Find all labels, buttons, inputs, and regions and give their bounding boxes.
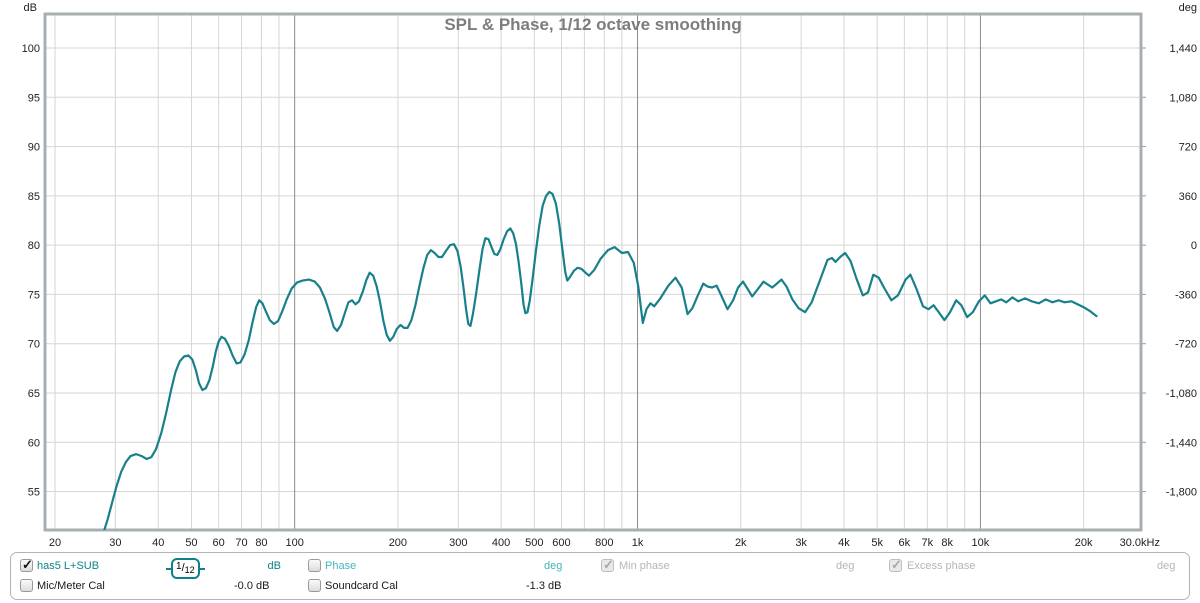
x-axis-tick-label: 20k	[1075, 537, 1093, 549]
left-axis-tick-label: 60	[28, 437, 40, 449]
x-axis-tick-label: 800	[595, 537, 613, 549]
x-axis-tick-label: 200	[389, 537, 407, 549]
mic-cal-label[interactable]: Mic/Meter Cal	[37, 580, 105, 592]
right-axis-tick-label: -720	[1175, 339, 1197, 351]
badge-right-dash	[199, 567, 205, 570]
x-axis-tick-label: 7k	[921, 537, 933, 549]
right-axis-tick-label: 1,440	[1169, 43, 1197, 55]
x-axis-tick-label: 3k	[795, 537, 807, 549]
x-axis-tick-label: 50	[185, 537, 197, 549]
min-phase-unit: deg	[836, 560, 855, 572]
soundcard-cal-label[interactable]: Soundcard Cal	[325, 580, 398, 592]
x-axis-tick-label: 2k	[735, 537, 747, 549]
right-axis-tick-label: -1,440	[1166, 437, 1197, 449]
plot-frame	[43, 12, 1143, 532]
right-axis-tick-label: 0	[1191, 240, 1197, 252]
excess-phase-unit: deg	[1157, 560, 1176, 572]
x-axis-tick-label: 10k	[972, 537, 990, 549]
left-axis-tick-label: 65	[28, 388, 40, 400]
phase-label[interactable]: Phase	[325, 560, 357, 572]
left-axis-tick-label: 70	[28, 339, 40, 351]
x-axis-tick-label: 20	[49, 537, 61, 549]
right-axis-unit-label: deg	[1179, 2, 1197, 14]
measurement-checkbox[interactable]	[20, 557, 33, 573]
x-axis-tick-label: 100	[285, 537, 303, 549]
x-axis-tick-label: 4k	[838, 537, 850, 549]
smoothing-denominator: 12	[184, 565, 195, 575]
x-axis-tick-label: 1k	[632, 537, 644, 549]
left-axis-tick-label: 75	[28, 289, 40, 301]
left-axis-tick-label: 95	[28, 92, 40, 104]
left-axis-tick-label: 80	[28, 240, 40, 252]
x-axis-tick-label: 80	[255, 537, 267, 549]
x-axis-tick-label: 8k	[941, 537, 953, 549]
right-axis-tick-label: -360	[1175, 289, 1197, 301]
right-axis-tick-label: 1,080	[1169, 92, 1197, 104]
x-axis-tick-label: 500	[525, 537, 543, 549]
x-axis-tick-label: 5k	[871, 537, 883, 549]
excess-phase-label: Excess phase	[907, 560, 976, 572]
x-axis-tick-label: 40	[152, 537, 164, 549]
left-axis-tick-label: 55	[28, 487, 40, 499]
smoothing-numerator: 1	[176, 561, 182, 572]
badge-left-dash	[166, 567, 171, 570]
smoothing-slash: /	[181, 562, 185, 574]
legend-panel: has5 L+SUB 1/12 dB Phase deg Min phase d…	[10, 552, 1190, 600]
x-axis-tick-label: 6k	[899, 537, 911, 549]
measurement-label[interactable]: has5 L+SUB	[37, 560, 100, 572]
x-axis-tick-label: 30	[109, 537, 121, 549]
x-axis-tick-label: 300	[449, 537, 467, 549]
spl-trace	[103, 190, 1098, 530]
phase-checkbox[interactable]	[308, 559, 321, 572]
right-axis-tick-label: 360	[1179, 191, 1197, 203]
mic-cal-checkbox[interactable]	[20, 579, 33, 592]
left-axis-tick-label: 85	[28, 191, 40, 203]
x-axis-end-label: 30.0kHz	[1120, 537, 1160, 549]
smoothing-badge: 1/12	[166, 558, 205, 579]
right-axis-tick-label: -1,080	[1166, 388, 1197, 400]
min-phase-label: Min phase	[619, 560, 670, 572]
x-axis-tick-label: 600	[552, 537, 570, 549]
measurement-unit: dB	[267, 560, 281, 572]
left-axis-tick-label: 90	[28, 142, 40, 154]
excess-phase-checkbox	[889, 557, 902, 573]
mic-cal-value: -0.0 dB	[234, 580, 270, 592]
gridlines	[45, 14, 1146, 530]
min-phase-checkbox	[601, 557, 614, 573]
phase-unit: deg	[544, 560, 563, 572]
right-axis-tick-label: 720	[1179, 142, 1197, 154]
soundcard-cal-checkbox[interactable]	[308, 579, 321, 592]
right-axis-tick-label: -1,800	[1166, 487, 1197, 499]
x-axis-tick-label: 60	[212, 537, 224, 549]
x-axis-tick-label: 70	[235, 537, 247, 549]
soundcard-cal-value: -1.3 dB	[526, 580, 562, 592]
left-axis-unit-label: dB	[24, 2, 37, 14]
x-axis-tick-label: 400	[492, 537, 510, 549]
left-axis-tick-label: 100	[22, 43, 40, 55]
